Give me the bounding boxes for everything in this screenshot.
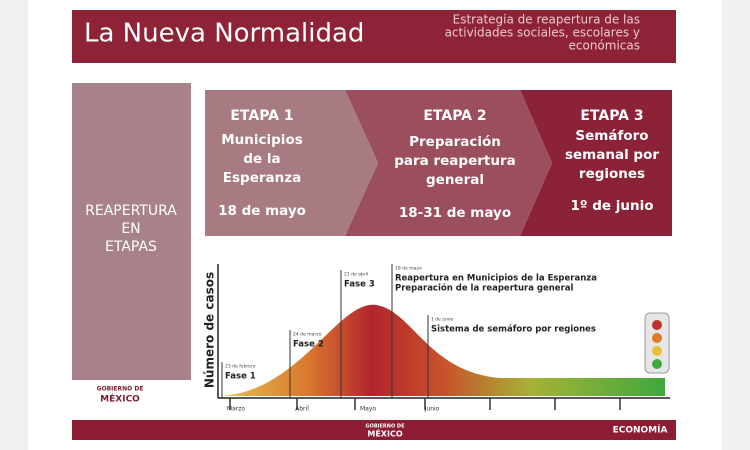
stage-name: Municipios bbox=[221, 132, 303, 148]
logo-left: MÉXICO bbox=[100, 393, 140, 405]
stage-name: semanal por bbox=[565, 147, 659, 163]
event-text: Fase 3 bbox=[344, 280, 375, 290]
stage-date: 1º de junio bbox=[571, 198, 654, 214]
event-date: 23 de febrero bbox=[225, 364, 256, 370]
event-date: 18 de mayo bbox=[395, 266, 422, 272]
event-date: 21 de abril bbox=[344, 272, 368, 278]
stage-name: Preparación bbox=[409, 134, 501, 150]
stage-name: Esperanza bbox=[223, 170, 301, 186]
event-date: 1 de junio bbox=[431, 317, 454, 323]
side-label-line: EN bbox=[121, 221, 140, 237]
stage-arrow bbox=[520, 90, 672, 236]
event-text: Fase 2 bbox=[293, 340, 324, 350]
footer-center: MÉXICO bbox=[367, 428, 402, 439]
footer-right: ECONOMÍA bbox=[613, 424, 668, 436]
title: La Nueva Normalidad bbox=[84, 19, 364, 49]
stage-name: de la bbox=[243, 151, 280, 167]
side-label-line: ETAPAS bbox=[105, 239, 157, 255]
left-border bbox=[0, 0, 28, 450]
stage-name: general bbox=[426, 172, 484, 188]
light-red bbox=[652, 320, 662, 330]
light-yellow bbox=[652, 346, 662, 356]
traffic-light bbox=[644, 312, 670, 374]
stage-date: 18 de mayo bbox=[218, 203, 306, 219]
month-label: Mayo bbox=[360, 406, 376, 413]
header-band bbox=[72, 10, 676, 63]
stage-name: Semáforo bbox=[575, 128, 648, 144]
light-orange bbox=[652, 333, 662, 343]
y-axis-label: Número de casos bbox=[203, 272, 217, 388]
event-date: 24 de marzo bbox=[293, 332, 322, 338]
right-border bbox=[722, 0, 750, 450]
stage-name: para reapertura bbox=[394, 153, 515, 169]
footer-center: GOBIERNO DE bbox=[365, 424, 405, 430]
event-text: Preparación de la reapertura general bbox=[395, 283, 573, 294]
subtitle-line: Estrategia de reapertura de las bbox=[453, 13, 640, 27]
side-label-line: REAPERTURA bbox=[85, 203, 177, 219]
month-label: Abril bbox=[295, 406, 309, 413]
case-curve bbox=[220, 304, 665, 396]
logo-left: GOBIERNO DE bbox=[97, 386, 144, 393]
event-text: Fase 1 bbox=[225, 372, 256, 382]
month-label: Junio bbox=[424, 406, 440, 413]
stage-arrow bbox=[345, 90, 552, 236]
event-text: Sistema de semáforo por regiones bbox=[431, 325, 596, 335]
light-green bbox=[652, 359, 662, 369]
stage-arrow bbox=[205, 90, 378, 236]
subtitle-line: económicas bbox=[569, 39, 641, 53]
stage-date: 18-31 de mayo bbox=[399, 205, 511, 221]
stage-label: ETAPA 3 bbox=[580, 108, 643, 124]
subtitle-line: actividades sociales, escolares y bbox=[445, 26, 640, 40]
side-panel bbox=[72, 83, 191, 380]
stage-label: ETAPA 2 bbox=[423, 108, 486, 124]
stage-label: ETAPA 1 bbox=[230, 108, 293, 124]
month-label: Marzo bbox=[227, 406, 245, 413]
event-text: Reapertura en Municipios de la Esperanza bbox=[395, 274, 597, 284]
footer-band bbox=[72, 420, 676, 440]
stage-name: regiones bbox=[579, 166, 645, 182]
